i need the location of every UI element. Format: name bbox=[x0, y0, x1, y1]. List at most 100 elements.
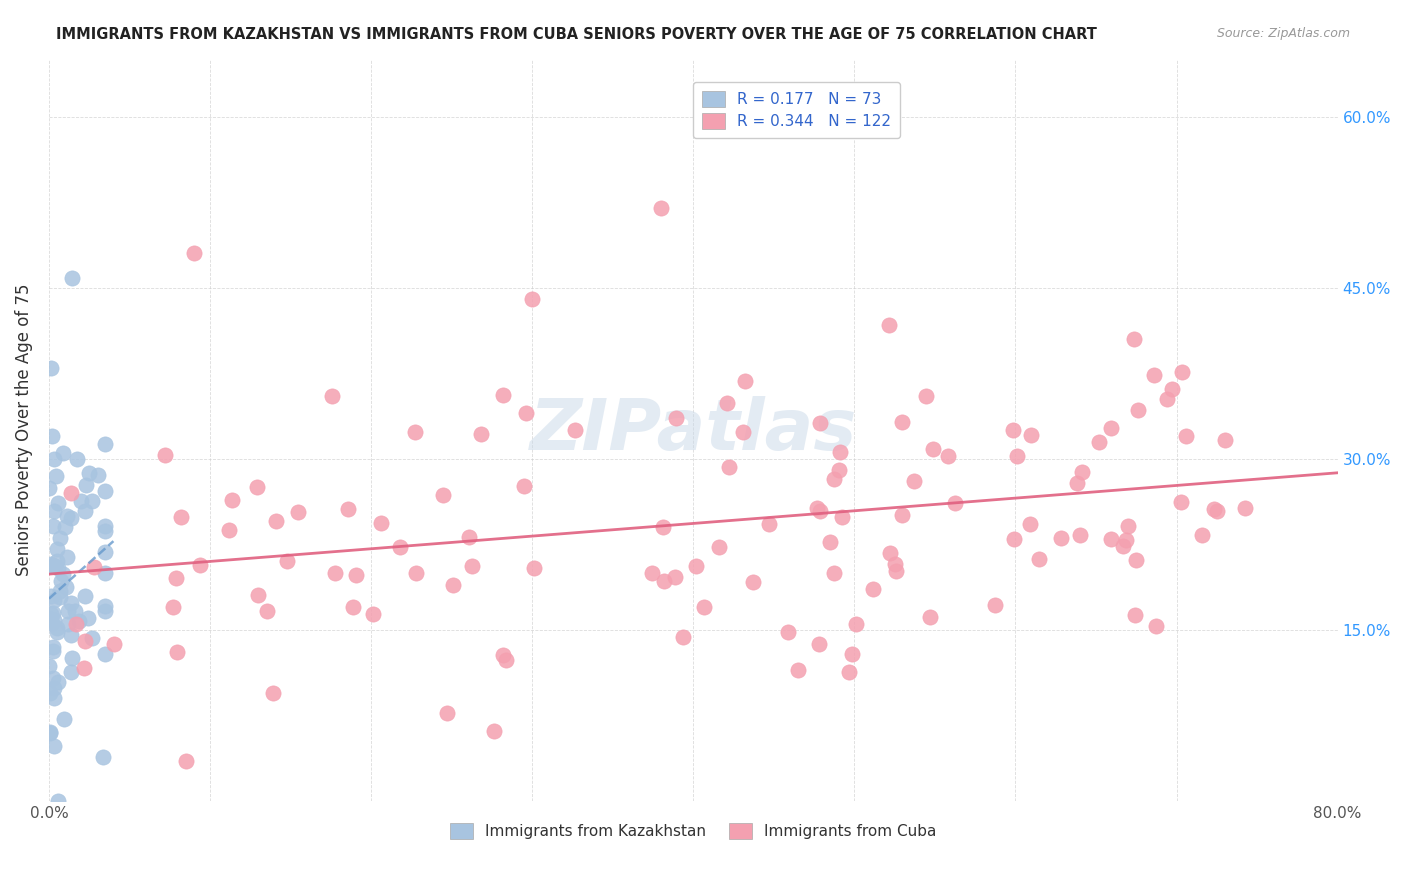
Point bbox=[1170, 365, 1192, 379]
Point bbox=[77, 610, 100, 624]
Point bbox=[94, 484, 117, 499]
Point bbox=[828, 463, 851, 477]
Point bbox=[94, 524, 117, 538]
Point bbox=[436, 706, 458, 720]
Point bbox=[1202, 502, 1225, 516]
Point bbox=[1143, 368, 1166, 383]
Point bbox=[891, 508, 914, 523]
Point bbox=[77, 467, 100, 481]
Point bbox=[94, 437, 117, 451]
Point bbox=[492, 387, 515, 401]
Point bbox=[1069, 527, 1091, 541]
Point bbox=[495, 653, 517, 667]
Point bbox=[65, 616, 87, 631]
Point bbox=[44, 691, 66, 706]
Point bbox=[823, 472, 845, 486]
Point bbox=[39, 557, 62, 571]
Point bbox=[39, 724, 62, 739]
Point bbox=[1234, 501, 1257, 516]
Point bbox=[166, 645, 188, 659]
Point bbox=[60, 595, 83, 609]
Point bbox=[60, 271, 83, 285]
Point bbox=[72, 660, 94, 674]
Point bbox=[59, 628, 82, 642]
Point bbox=[342, 599, 364, 614]
Point bbox=[664, 410, 686, 425]
Point bbox=[46, 554, 69, 568]
Point bbox=[262, 685, 284, 699]
Point bbox=[321, 389, 343, 403]
Point bbox=[56, 508, 79, 523]
Point bbox=[41, 429, 63, 443]
Point bbox=[1070, 465, 1092, 479]
Point bbox=[59, 665, 82, 680]
Point bbox=[1028, 552, 1050, 566]
Point bbox=[174, 754, 197, 768]
Point bbox=[831, 510, 853, 524]
Point bbox=[693, 600, 716, 615]
Point bbox=[404, 425, 426, 440]
Point bbox=[862, 582, 884, 597]
Point bbox=[1144, 619, 1167, 633]
Point bbox=[39, 686, 62, 700]
Point bbox=[523, 561, 546, 575]
Point bbox=[820, 535, 842, 549]
Point bbox=[672, 630, 695, 644]
Point bbox=[1156, 392, 1178, 406]
Point bbox=[492, 648, 515, 662]
Point bbox=[806, 501, 828, 516]
Point bbox=[758, 517, 780, 532]
Point bbox=[94, 647, 117, 661]
Point bbox=[69, 493, 91, 508]
Point bbox=[42, 451, 65, 466]
Point bbox=[664, 570, 686, 584]
Point bbox=[1125, 553, 1147, 567]
Point bbox=[165, 570, 187, 584]
Point bbox=[42, 644, 65, 658]
Point bbox=[441, 578, 464, 592]
Point bbox=[82, 494, 104, 508]
Point bbox=[44, 739, 66, 753]
Point bbox=[1099, 420, 1122, 434]
Point bbox=[246, 588, 269, 602]
Point bbox=[94, 599, 117, 613]
Point bbox=[49, 590, 72, 604]
Point bbox=[470, 426, 492, 441]
Point bbox=[405, 566, 427, 580]
Point bbox=[218, 524, 240, 538]
Point bbox=[73, 503, 96, 517]
Point bbox=[45, 469, 67, 483]
Point bbox=[83, 559, 105, 574]
Point bbox=[824, 566, 846, 580]
Point bbox=[42, 593, 65, 607]
Point bbox=[522, 292, 544, 306]
Point bbox=[41, 671, 63, 685]
Point bbox=[1005, 449, 1028, 463]
Point bbox=[651, 520, 673, 534]
Point bbox=[276, 554, 298, 568]
Point bbox=[44, 559, 66, 574]
Point bbox=[94, 566, 117, 580]
Point bbox=[915, 389, 938, 403]
Point bbox=[890, 416, 912, 430]
Point bbox=[39, 590, 62, 604]
Point bbox=[46, 622, 69, 636]
Point bbox=[38, 612, 60, 626]
Point bbox=[1123, 332, 1146, 346]
Point bbox=[287, 505, 309, 519]
Point bbox=[66, 451, 89, 466]
Point bbox=[38, 659, 60, 673]
Point bbox=[808, 504, 831, 518]
Point bbox=[641, 566, 664, 581]
Point bbox=[46, 561, 69, 575]
Point bbox=[42, 613, 65, 627]
Point bbox=[67, 614, 90, 628]
Point bbox=[1111, 539, 1133, 553]
Point bbox=[1175, 429, 1198, 443]
Point bbox=[458, 530, 481, 544]
Point bbox=[787, 663, 810, 677]
Point bbox=[1118, 518, 1140, 533]
Point bbox=[42, 606, 65, 620]
Point bbox=[807, 638, 830, 652]
Point bbox=[155, 448, 177, 462]
